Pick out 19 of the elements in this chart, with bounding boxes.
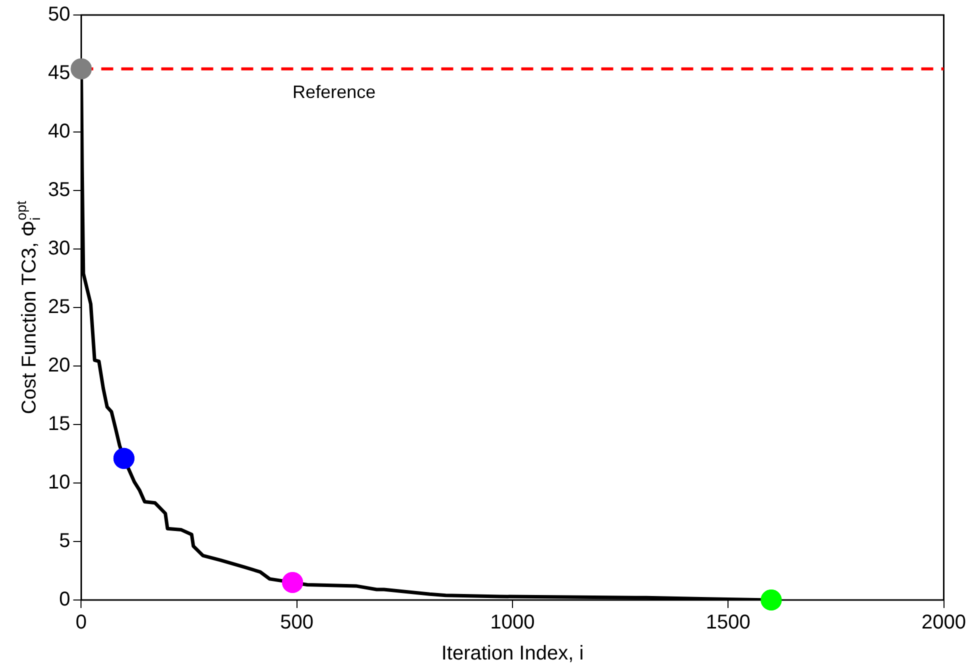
y-tick-label: 25 (48, 296, 70, 318)
y-tick-label: 50 (48, 4, 70, 26)
y-axis-title: Cost Function TC3, Φiopt (12, 200, 43, 414)
y-tick-label: 15 (48, 413, 70, 436)
x-tick-label: 1500 (706, 612, 750, 634)
x-tick-label: 500 (280, 612, 314, 634)
y-tick-label: 45 (48, 62, 70, 84)
y-tick-label: 30 (48, 238, 70, 260)
y-tick-label: 0 (59, 588, 70, 611)
ref-line-label: Reference (292, 82, 376, 102)
x-axis-title: Iteration Index, i (441, 642, 584, 665)
y-tick-label: 40 (48, 120, 70, 143)
x-tick-label: 2000 (922, 612, 966, 634)
x-tick-label: 0 (76, 612, 87, 634)
y-tick-label: 5 (59, 530, 70, 552)
x-tick-label: 1000 (490, 612, 535, 634)
y-tick-label: 10 (48, 472, 70, 494)
y-tick-label: 20 (48, 354, 70, 377)
y-tick-label: 35 (48, 179, 70, 202)
